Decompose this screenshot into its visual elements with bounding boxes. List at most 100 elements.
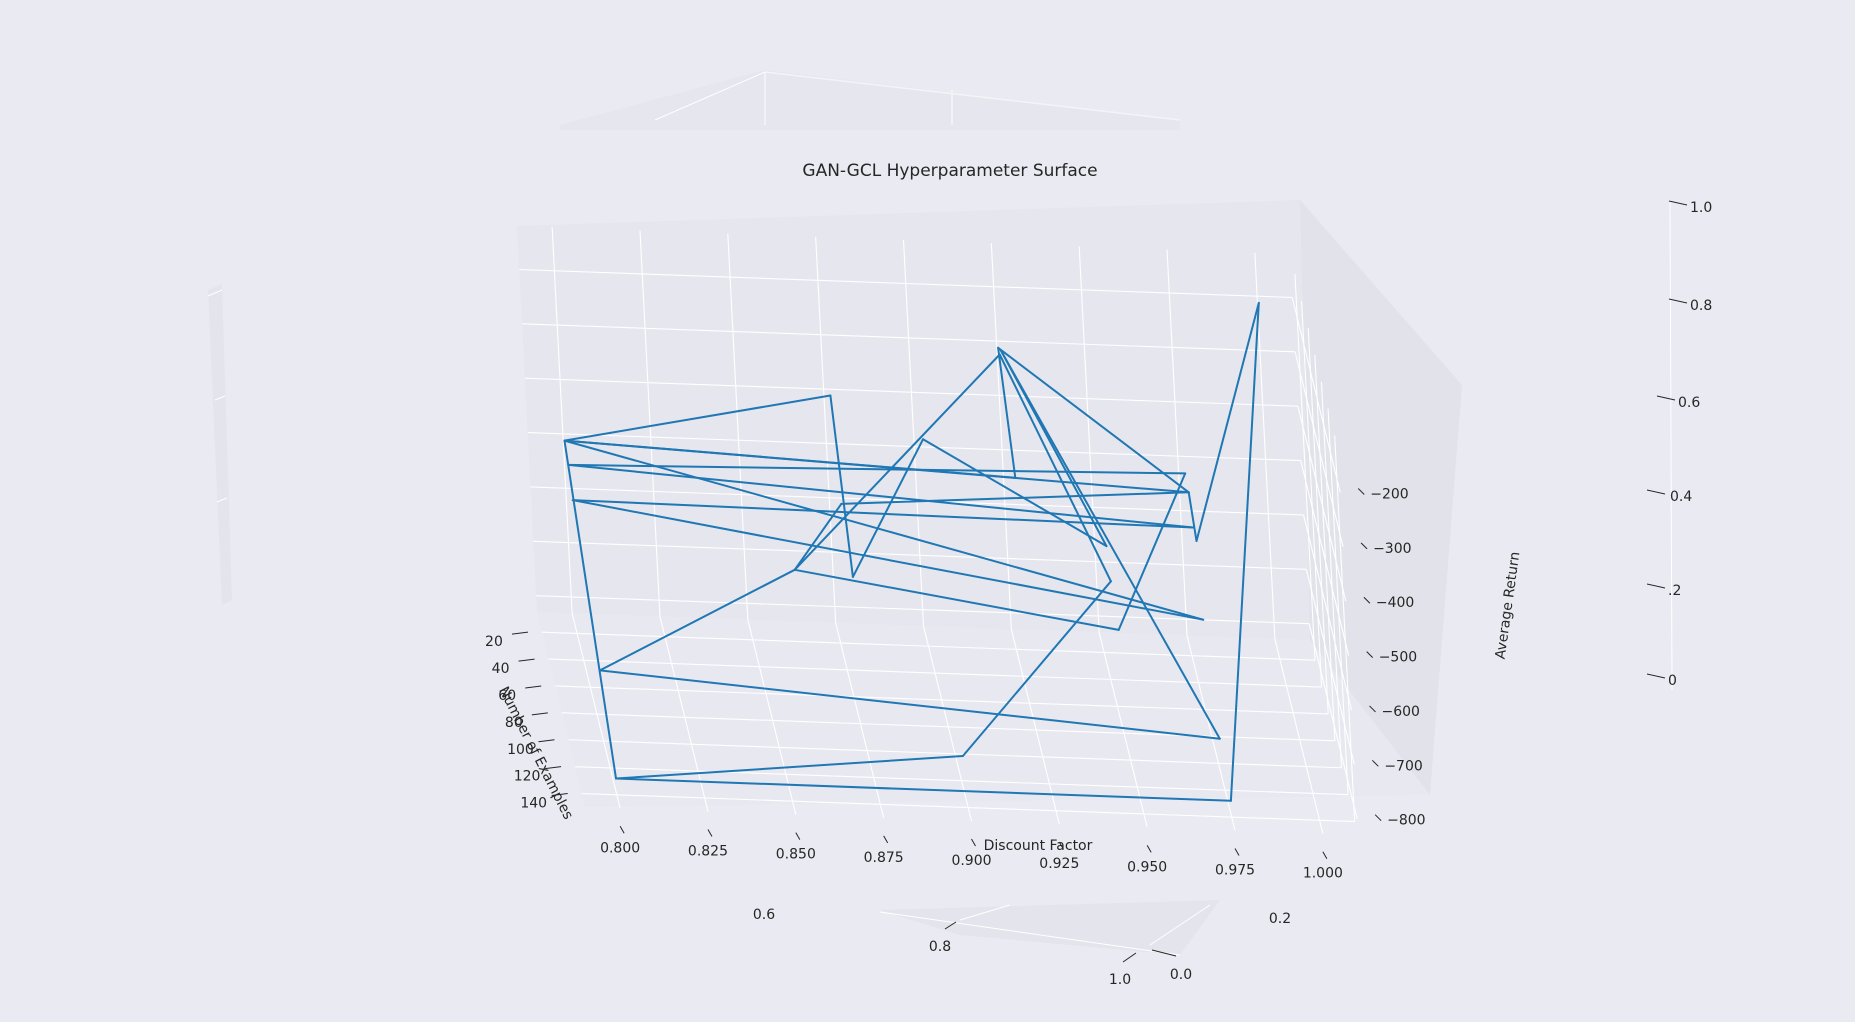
z-axis-ticks: −200 −300 −400 −500 −600 −700 −800 — [1357, 486, 1426, 829]
data-segment — [563, 439, 1205, 621]
z-tick-mark — [1371, 759, 1379, 767]
x-tick-label: 0.950 — [1127, 859, 1167, 875]
x-tick-mark — [795, 832, 801, 840]
data-segment — [615, 777, 1232, 802]
grid-line — [519, 268, 1293, 299]
ghost-tick-label: 0.4 — [1670, 489, 1692, 505]
ghost-tick-mark — [944, 921, 957, 930]
ghost-tick-label: 1.0 — [1690, 200, 1712, 216]
x-tick-mark — [707, 829, 713, 837]
grid-line — [548, 658, 1322, 688]
data-segment — [598, 568, 796, 672]
y-tick-mark — [538, 739, 555, 743]
ghost-grid-line — [1669, 199, 1673, 691]
z-tick-label: −600 — [1382, 704, 1420, 720]
grid-line — [1166, 249, 1188, 636]
x-tick-mark — [1058, 841, 1064, 850]
ghost-bottom-tick-group: 0.6 0.8 1.0 0.0 0.2 — [753, 907, 1291, 988]
grid-line — [571, 613, 621, 809]
grid-line — [524, 377, 1298, 407]
data-segment — [567, 463, 1195, 529]
data-segment — [961, 580, 1112, 757]
grid-line — [522, 323, 1296, 353]
x-tick-label: 1.000 — [1303, 866, 1343, 882]
grid-line — [581, 793, 1355, 823]
data-segment — [998, 353, 1112, 583]
ghost-tick-mark — [1668, 200, 1688, 206]
x-tick-mark — [1322, 851, 1328, 859]
grid-line — [1010, 629, 1060, 825]
y-tick-label: 20 — [485, 634, 503, 650]
z-axis-label: Average Return — [1493, 551, 1524, 661]
ghost-tick-mark — [1151, 949, 1177, 957]
y-tick-label: 100 — [507, 742, 534, 758]
x-axis-ticks: 0.800 0.825 0.850 0.875 0.900 0.925 0.950 0.975… — [600, 826, 1343, 882]
grid-line — [835, 622, 885, 818]
ghost-grid-line — [1149, 904, 1211, 946]
ghost-tick-mark — [1646, 489, 1666, 495]
grid-line — [1294, 274, 1316, 661]
ghost-left-pane — [208, 284, 232, 605]
grid-line — [1274, 638, 1324, 834]
grid-line — [533, 540, 1307, 570]
data-segment — [840, 491, 1190, 505]
x-tick-mark — [883, 835, 889, 844]
y-tick-mark — [551, 793, 568, 797]
ghost-tick-mark — [1646, 673, 1666, 679]
grid-line — [1078, 246, 1100, 633]
grid-line — [1300, 460, 1350, 656]
z-tick-mark — [1363, 596, 1371, 604]
y-tick-label: 40 — [492, 661, 510, 677]
data-segment — [1187, 491, 1198, 542]
z-tick-label: −300 — [1373, 541, 1411, 557]
grid-line — [568, 739, 1342, 769]
grid-line — [815, 236, 837, 623]
data-segment — [571, 499, 1205, 621]
z-tick-label: −500 — [1379, 650, 1417, 666]
x-tick-label: 0.975 — [1215, 863, 1255, 879]
ghost-grid-line — [764, 71, 1181, 121]
y-tick-mark — [545, 766, 562, 770]
ghost-tick-label: 0 — [1668, 673, 1677, 689]
grid-line — [541, 631, 1315, 661]
ghost-tick-label: 0.2 — [1269, 911, 1291, 927]
y-tick-label: 120 — [514, 769, 541, 785]
data-segment — [997, 346, 1017, 479]
data-segment — [922, 438, 1108, 548]
z-tick-mark — [1357, 488, 1365, 495]
ghost-grid-line — [207, 289, 223, 297]
data-segment — [851, 438, 924, 578]
data-segment — [567, 463, 1187, 475]
grid-line — [1320, 381, 1342, 768]
y-tick-label: 80 — [505, 715, 523, 731]
grid-line — [1307, 327, 1329, 714]
grid-line — [1327, 408, 1349, 795]
data-segment — [1195, 301, 1260, 542]
grid-lines — [519, 227, 1358, 834]
data-segment — [793, 568, 1120, 631]
x-axis-label: Discount Factor — [984, 838, 1093, 854]
z-tick-label: −200 — [1370, 486, 1408, 502]
chart-title: GAN-GCL Hyperparameter Surface — [802, 161, 1097, 181]
grid-line — [1334, 435, 1356, 822]
x-tick-label: 0.925 — [1039, 856, 1079, 872]
ghost-grid-line — [959, 904, 1011, 921]
y-tick-label: 60 — [498, 688, 516, 704]
grid-line — [727, 233, 749, 620]
data-segment — [793, 502, 843, 571]
y-tick-mark — [518, 658, 535, 662]
z-tick-mark — [1360, 542, 1368, 550]
grid-line — [536, 595, 1310, 625]
ghost-tick-label: 0.6 — [753, 907, 775, 923]
z-tick-label: −800 — [1387, 813, 1425, 829]
y-tick-mark — [511, 631, 529, 635]
ghost-tick-mark — [1646, 583, 1666, 589]
ghost-tick-label: 0.0 — [1170, 967, 1192, 983]
x-tick-label: 0.800 — [600, 840, 640, 856]
grid-line — [1305, 569, 1355, 765]
data-segment — [829, 394, 854, 578]
grid-line — [1308, 623, 1358, 819]
grid-line — [922, 625, 973, 822]
